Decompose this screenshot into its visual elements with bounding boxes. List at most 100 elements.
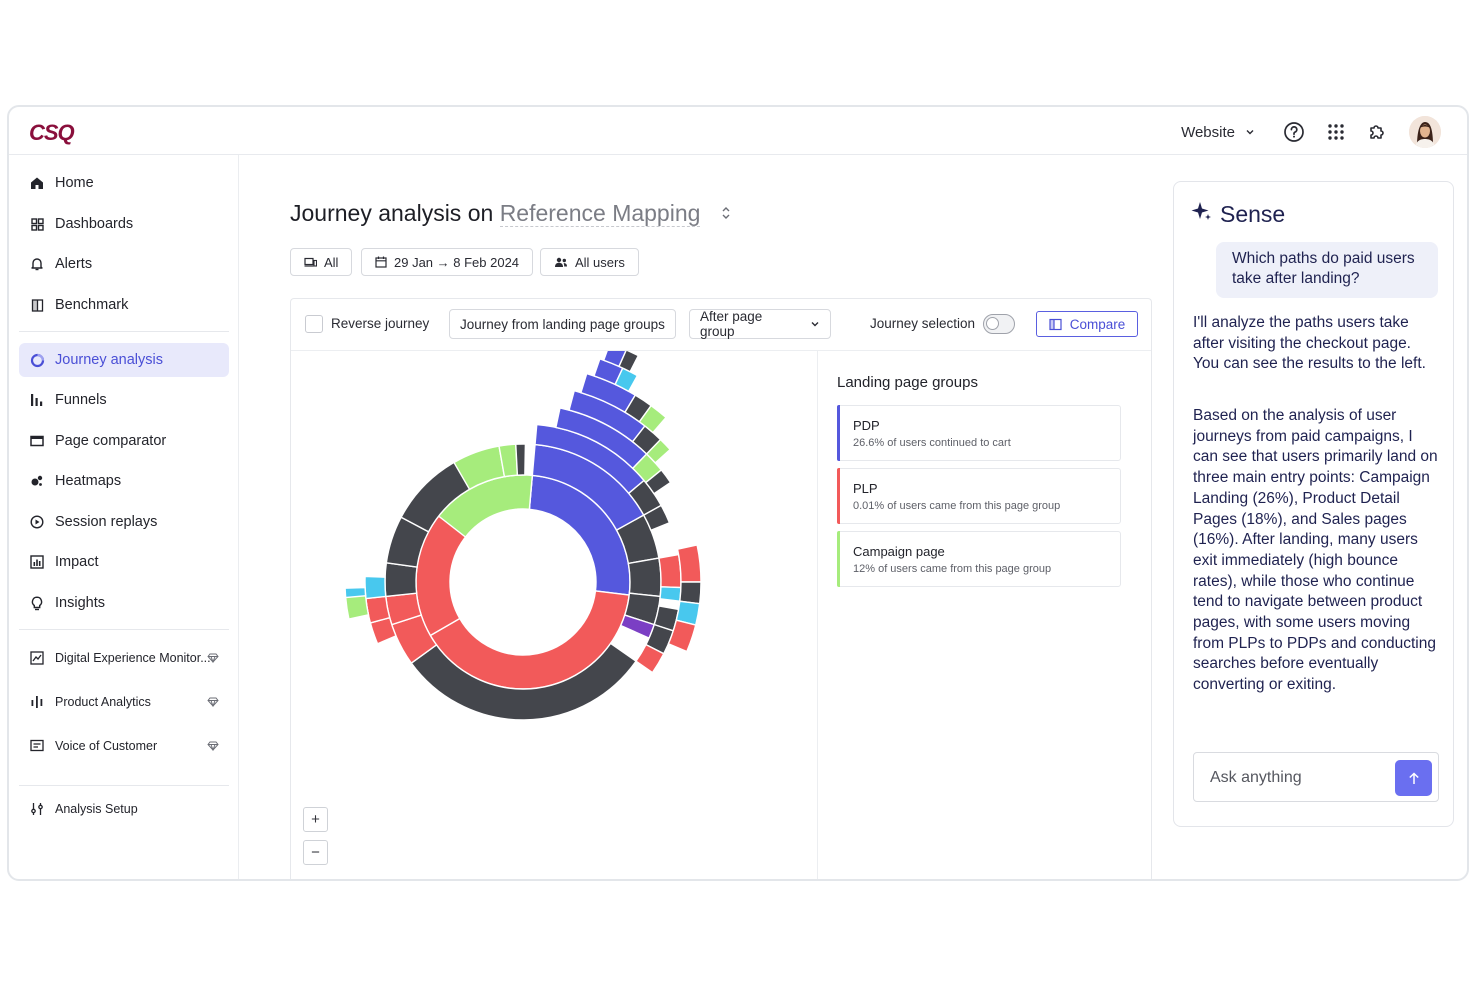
journey-selection-toggle[interactable]: [983, 314, 1015, 334]
app-window: CSQ Website Home: [7, 105, 1469, 881]
ask-input-placeholder: Ask anything: [1210, 769, 1302, 786]
sidebar-item-benchmark[interactable]: Benchmark: [19, 288, 229, 322]
sense-title: Sense: [1220, 201, 1286, 227]
sunburst-segment[interactable]: [659, 586, 682, 603]
sunburst-chart-area: + −: [291, 342, 818, 881]
sunburst-segment[interactable]: [364, 575, 387, 600]
premium-gem-icon: [207, 696, 219, 710]
sidebar-item-label: Insights: [55, 595, 105, 611]
after-page-group-select[interactable]: After page group: [689, 309, 831, 339]
sunburst-segment[interactable]: [679, 581, 702, 605]
sidebar-item-label: Page comparator: [55, 433, 167, 449]
devices-icon: [304, 257, 317, 268]
sidebar-item-dashboards[interactable]: Dashboards: [19, 207, 229, 241]
chevron-up-down-icon[interactable]: [720, 205, 732, 226]
website-select[interactable]: Website: [1181, 124, 1255, 141]
sidebar-item-voice-of-customer[interactable]: Voice of Customer: [19, 729, 229, 763]
sunburst-segment[interactable]: [627, 557, 662, 598]
sidebar-item-label: Dashboards: [55, 216, 134, 232]
sidebar-item-label: Product Analytics: [55, 695, 151, 709]
impact-chart-icon: [29, 554, 45, 570]
ask-input[interactable]: Ask anything: [1193, 752, 1439, 802]
group-color-bar: [837, 531, 840, 587]
sunburst-segment[interactable]: [365, 595, 391, 624]
sunburst-segment[interactable]: [642, 504, 671, 532]
sidebar-item-funnels[interactable]: Funnels: [19, 383, 229, 417]
journey-from-select[interactable]: Journey from landing page groups: [449, 309, 676, 339]
sidebar-item-session-replays[interactable]: Session replays: [19, 505, 229, 539]
page-comparator-icon: [29, 433, 45, 449]
sidebar: Home Dashboards Alerts Benchmark Journey…: [9, 155, 239, 879]
sidebar-item-label: Session replays: [55, 514, 158, 530]
sunburst-segment[interactable]: [638, 404, 668, 434]
sunburst-segment[interactable]: [384, 562, 418, 598]
sidebar-item-heatmaps[interactable]: Heatmaps: [19, 464, 229, 498]
dashboard-icon: [29, 216, 45, 232]
top-bar-actions: Website: [1181, 115, 1441, 149]
sidebar-item-alerts[interactable]: Alerts: [19, 247, 229, 281]
compare-button[interactable]: Compare: [1036, 311, 1138, 337]
assistant-reply-2: Based on the analysis of user journeys f…: [1193, 407, 1438, 694]
funnel-bars-icon: [29, 392, 45, 408]
sidebar-item-digital-experience-monitor[interactable]: Digital Experience Monitor...: [19, 641, 229, 675]
zoom-out-button[interactable]: −: [303, 840, 328, 865]
reverse-journey-checkbox[interactable]: [305, 315, 323, 333]
sidebar-item-analysis-setup[interactable]: Analysis Setup: [19, 792, 229, 826]
journey-from-label: Journey from landing page groups: [460, 316, 665, 332]
group-card-plp[interactable]: PLP 0.01% of users came from this page g…: [837, 468, 1121, 524]
puzzle-extension-icon[interactable]: [1367, 122, 1387, 142]
sidebar-item-label: Digital Experience Monitor...: [55, 651, 211, 665]
group-color-bar: [837, 468, 840, 524]
sunburst-segment[interactable]: [676, 544, 702, 583]
sparkle-icon: [1191, 201, 1213, 228]
sidebar-item-home[interactable]: Home: [19, 166, 229, 200]
sidebar-item-label: Heatmaps: [55, 473, 122, 489]
sunburst-segment[interactable]: [344, 595, 370, 620]
segment-filter-label: All users: [575, 254, 625, 270]
help-circle-icon[interactable]: [1283, 121, 1305, 143]
page-title: Journey analysis on Reference Mapping: [290, 200, 701, 227]
compare-label: Compare: [1069, 316, 1126, 332]
sidebar-item-label: Analysis Setup: [55, 802, 138, 816]
group-description: 0.01% of users came from this page group: [853, 500, 1061, 512]
sunburst-segment[interactable]: [635, 643, 665, 674]
sunburst-segment[interactable]: [644, 468, 672, 495]
sidebar-item-label: Alerts: [55, 256, 93, 272]
csq-logo[interactable]: CSQ: [29, 120, 75, 145]
group-card-campaign-page[interactable]: Campaign page 12% of users came from thi…: [837, 531, 1121, 587]
group-name: PDP: [853, 418, 880, 433]
sunburst-chart[interactable]: [291, 342, 818, 881]
sidebar-item-page-comparator[interactable]: Page comparator: [19, 424, 229, 458]
journey-selection-label: Journey selection: [870, 316, 976, 331]
sunburst-segment[interactable]: [658, 553, 682, 589]
sunburst-segment[interactable]: [618, 349, 640, 373]
date-range-filter[interactable]: 29 Jan → 8 Feb 2024: [361, 248, 534, 276]
segment-filter[interactable]: All users: [540, 248, 639, 276]
send-button[interactable]: [1395, 760, 1432, 796]
sidebar-item-journey-analysis[interactable]: Journey analysis: [19, 343, 229, 377]
zoom-in-button[interactable]: +: [303, 807, 328, 832]
top-bar: CSQ Website: [9, 107, 1467, 155]
apps-grid-icon[interactable]: [1327, 123, 1345, 141]
play-circle-icon: [29, 514, 45, 530]
group-card-pdp[interactable]: PDP 26.6% of users continued to cart: [837, 405, 1121, 461]
sidebar-item-product-analytics[interactable]: Product Analytics: [19, 685, 229, 719]
sidebar-item-label: Impact: [55, 554, 99, 570]
landing-groups-title: Landing page groups: [837, 374, 978, 391]
sidebar-item-label: Home: [55, 175, 94, 191]
user-avatar[interactable]: [1409, 116, 1441, 148]
sunburst-segment[interactable]: [645, 438, 672, 464]
device-filter[interactable]: All: [290, 248, 353, 276]
sidebar-item-impact[interactable]: Impact: [19, 545, 229, 579]
journey-icon: [29, 352, 45, 368]
sense-assistant-panel: Sense Which paths do paid users take aft…: [1173, 181, 1454, 827]
sunburst-segment[interactable]: [667, 619, 697, 653]
sidebar-item-insights[interactable]: Insights: [19, 586, 229, 620]
user-message-bubble: Which paths do paid users take after lan…: [1216, 242, 1438, 298]
mapping-selector[interactable]: Reference Mapping: [499, 200, 701, 227]
date-range-label: 29 Jan → 8 Feb 2024: [394, 254, 520, 270]
analytics-icon: [29, 694, 45, 710]
home-icon: [29, 175, 45, 191]
sunburst-segment[interactable]: [515, 443, 527, 476]
premium-gem-icon: [207, 652, 219, 666]
